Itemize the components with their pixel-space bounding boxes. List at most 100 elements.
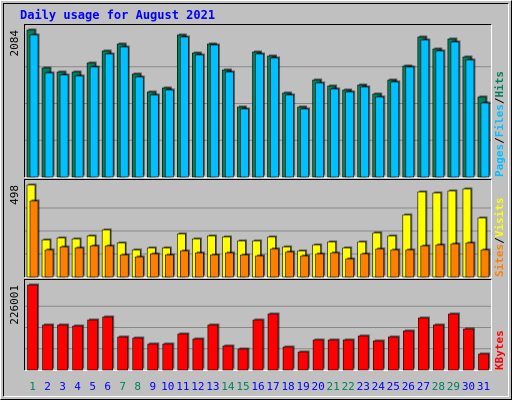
bar-visits-sites-day-25 (390, 249, 400, 278)
bar-hits-files-day-10 (164, 89, 174, 178)
panel-hits-frame-bottom (24, 24, 492, 178)
bar-hits-files-day-2 (44, 72, 54, 178)
bar-visits-sites-day-6 (104, 245, 114, 278)
x-axis-day-labels: 1 2 3 4 5 6 7 8 9 10 11 12 13 14 15 16 17 18 19 20 21 22 23 24 2… (29, 380, 490, 393)
bar-visits-sites-day-26 (405, 249, 415, 278)
x-tick-label-day-26: 26 (402, 380, 415, 393)
bar-hits-files-day-3 (59, 74, 69, 178)
bar-hits-files-day-17 (270, 57, 279, 178)
panel-hits-ymax-label: 2084 (8, 30, 21, 57)
x-tick-label-day-1: 1 (29, 380, 36, 393)
bar-visits-sites-day-28 (435, 244, 445, 278)
x-tick-label-day-15: 15 (236, 380, 249, 393)
x-tick-label-day-16: 16 (251, 380, 264, 393)
bar-visits-sites-day-16 (255, 255, 264, 278)
bar-hits-files-day-20 (315, 82, 324, 178)
bar-hits-files-day-9 (149, 94, 159, 178)
x-tick-label-day-8: 8 (134, 380, 141, 393)
x-tick-label-day-17: 17 (266, 380, 279, 393)
bar-kbytes-kbytes-day-24 (372, 340, 384, 371)
bar-visits-sites-day-10 (164, 254, 174, 278)
bar-visits-sites-day-1 (29, 200, 39, 278)
legend-part-1: / (493, 137, 506, 144)
bar-visits-sites-day-17 (270, 248, 279, 278)
x-tick-label-day-2: 2 (44, 380, 51, 393)
bar-hits-files-day-25 (390, 81, 400, 178)
bar-visits-sites-day-14 (225, 252, 234, 278)
legend-part-0: Sites (493, 244, 506, 277)
chart-panels: 2084 Pages/Files/Hits 498 Sites/Visits22600… (8, 24, 506, 371)
bar-hits-files-day-6 (104, 53, 114, 178)
x-tick-label-day-30: 30 (462, 380, 475, 393)
bar-kbytes-kbytes-day-3 (57, 324, 68, 371)
legend-part-0: KBytes (493, 330, 506, 370)
panel-hits-frame-top (24, 24, 492, 178)
bar-kbytes-kbytes-day-21 (327, 339, 339, 371)
bar-hits-files-day-21 (330, 88, 339, 178)
bar-kbytes-kbytes-day-25 (387, 336, 399, 371)
bar-visits-sites-day-3 (59, 246, 69, 278)
inner-frame-shadow (3, 3, 509, 397)
bar-visits-sites-day-7 (119, 254, 129, 278)
bar-kbytes-kbytes-day-22 (342, 339, 354, 371)
bar-hits-files-day-18 (285, 94, 294, 178)
bar-hits-files-day-31 (480, 102, 490, 178)
panel-visits: 498 Sites/Visits (8, 179, 506, 278)
bar-kbytes-kbytes-day-16 (252, 319, 264, 371)
bar-kbytes-kbytes-day-9 (147, 343, 159, 371)
x-tick-label-day-4: 4 (74, 380, 81, 393)
x-tick-label-day-3: 3 (59, 380, 66, 393)
bar-kbytes-kbytes-day-14 (222, 345, 234, 371)
bar-kbytes-kbytes-day-6 (102, 316, 113, 371)
bar-visits-sites-day-8 (134, 256, 144, 278)
x-tick-label-day-23: 23 (357, 380, 370, 393)
x-tick-label-day-24: 24 (372, 380, 386, 393)
panel-visits-legend-label: Sites/Visits (493, 198, 506, 278)
x-tick-label-day-13: 13 (206, 380, 219, 393)
bar-visits-sites-day-18 (285, 251, 294, 278)
bar-kbytes-kbytes-day-1 (27, 284, 38, 371)
legend-part-4: Hits (493, 71, 506, 98)
bar-hits-files-day-7 (119, 46, 129, 178)
bar-hits-files-day-4 (74, 75, 84, 178)
legend-part-3: / (493, 97, 506, 104)
bar-hits-files-day-16 (255, 53, 264, 178)
x-tick-label-day-18: 18 (281, 380, 294, 393)
bar-kbytes-kbytes-day-19 (297, 351, 309, 371)
panel-hits: 2084 Pages/Files/Hits (8, 24, 506, 178)
x-tick-label-day-5: 5 (89, 380, 96, 393)
bar-visits-sites-day-15 (240, 254, 249, 278)
bar-hits-files-day-29 (450, 41, 460, 178)
bar-hits-files-day-28 (435, 50, 445, 178)
panel-visits-frame-bottom (24, 179, 492, 278)
bar-kbytes-kbytes-day-10 (162, 343, 174, 371)
bar-kbytes-kbytes-day-12 (192, 338, 204, 371)
panel-visits-frame-top (24, 179, 492, 278)
chart-title: Daily usage for August 2021 (20, 8, 215, 22)
bar-hits-files-day-12 (195, 54, 204, 178)
x-tick-label-day-14: 14 (221, 380, 235, 393)
panel-kbytes-frame-top (24, 279, 492, 371)
panel-visits-ymax-label: 498 (8, 185, 21, 205)
panel-kbytes-legend-label: KBytes (493, 330, 506, 370)
bar-visits-sites-day-9 (149, 253, 159, 278)
x-tick-label-day-11: 11 (176, 380, 189, 393)
inner-frame-highlight (3, 3, 509, 397)
bar-hits-files-day-11 (180, 36, 189, 178)
bar-kbytes-kbytes-day-30 (463, 328, 474, 371)
x-tick-label-day-22: 22 (342, 380, 355, 393)
x-tick-label-day-21: 21 (327, 380, 340, 393)
bar-visits-sites-day-20 (315, 253, 324, 278)
x-tick-label-day-12: 12 (191, 380, 204, 393)
bar-hits-files-day-1 (29, 34, 39, 178)
bar-hits-files-day-5 (89, 66, 99, 178)
x-tick-label-day-25: 25 (387, 380, 400, 393)
panel-hits-legend-label: Pages/Files/Hits (493, 71, 506, 177)
bar-hits-files-day-23 (360, 86, 370, 178)
panel-kbytes: 226001 KBytes (8, 279, 506, 371)
x-tick-label-day-28: 28 (432, 380, 445, 393)
bar-visits-sites-day-2 (44, 249, 54, 278)
bar-visits-sites-day-4 (74, 247, 84, 278)
bar-hits-files-day-19 (300, 108, 309, 178)
